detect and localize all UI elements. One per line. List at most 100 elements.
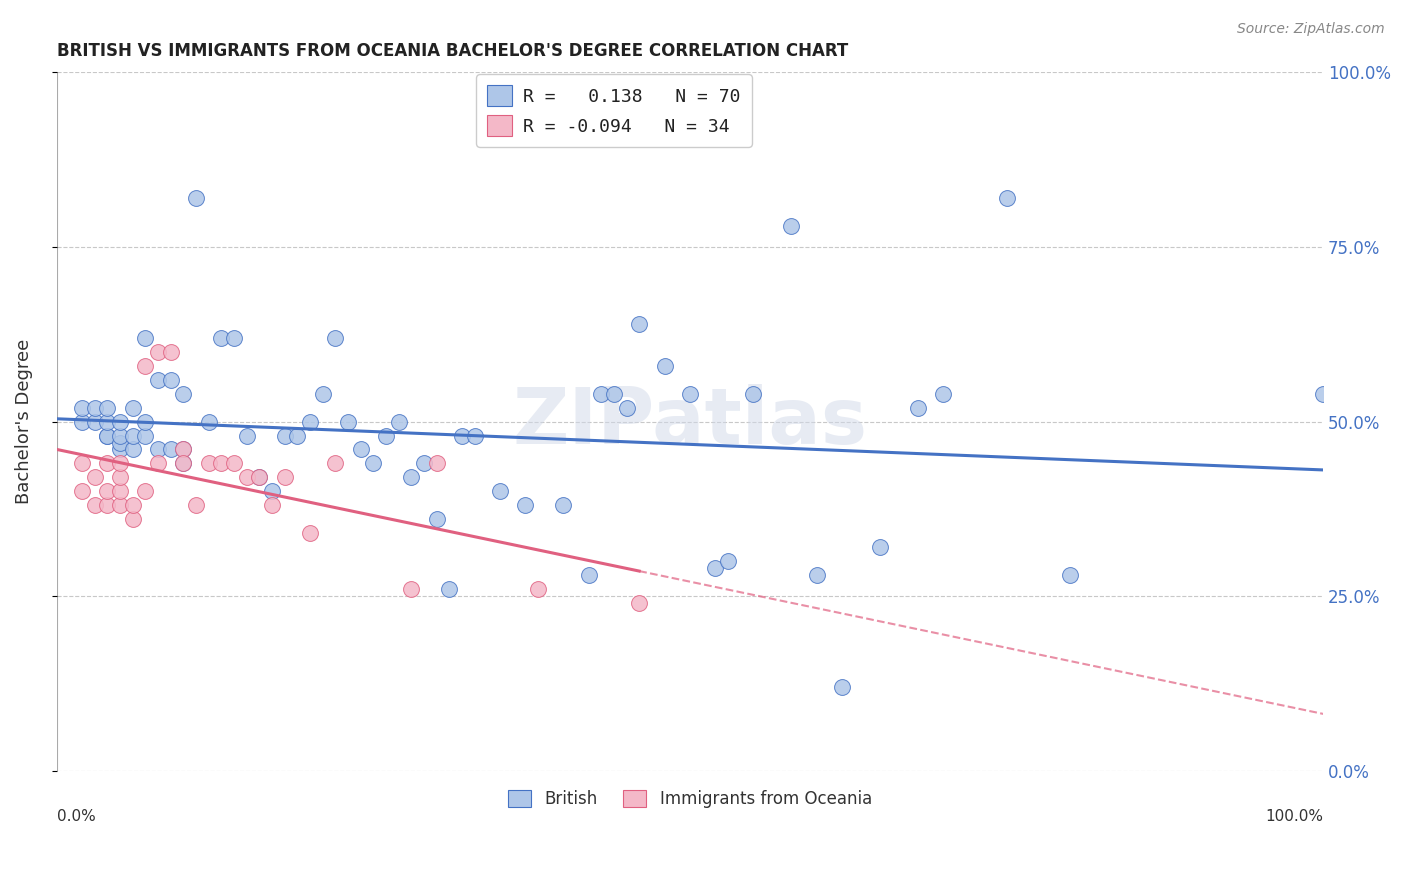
Point: [83, 401, 105, 415]
Text: 100.0%: 100.0%: [1265, 809, 1323, 824]
Point: [1312, 386, 1334, 401]
Point: [451, 428, 474, 442]
Point: [197, 415, 219, 429]
Point: [1059, 568, 1081, 582]
Point: [704, 561, 727, 575]
Point: [780, 219, 803, 233]
Point: [209, 331, 232, 345]
Point: [222, 457, 245, 471]
Point: [184, 191, 207, 205]
Point: [108, 435, 131, 450]
Point: [654, 359, 676, 373]
Point: [527, 582, 550, 596]
Point: [70, 484, 93, 499]
Point: [285, 428, 308, 442]
Point: [146, 344, 169, 359]
Point: [159, 344, 181, 359]
Point: [932, 386, 955, 401]
Point: [121, 499, 143, 513]
Point: [121, 428, 143, 442]
Point: [260, 499, 283, 513]
Point: [134, 415, 156, 429]
Point: [96, 428, 118, 442]
Point: [172, 386, 194, 401]
Point: [603, 386, 626, 401]
Point: [108, 499, 131, 513]
Text: BRITISH VS IMMIGRANTS FROM OCEANIA BACHELOR'S DEGREE CORRELATION CHART: BRITISH VS IMMIGRANTS FROM OCEANIA BACHE…: [56, 42, 848, 60]
Point: [96, 415, 118, 429]
Point: [717, 554, 740, 568]
Point: [464, 428, 486, 442]
Point: [806, 568, 828, 582]
Point: [121, 401, 143, 415]
Point: [298, 526, 321, 541]
Point: [489, 484, 512, 499]
Point: [172, 442, 194, 457]
Point: [134, 359, 156, 373]
Point: [108, 428, 131, 442]
Point: [387, 415, 409, 429]
Text: 0.0%: 0.0%: [56, 809, 96, 824]
Point: [83, 415, 105, 429]
Point: [399, 582, 422, 596]
Point: [96, 484, 118, 499]
Point: [742, 386, 765, 401]
Point: [628, 317, 651, 331]
Point: [260, 484, 283, 499]
Point: [108, 442, 131, 457]
Legend: British, Immigrants from Oceania: British, Immigrants from Oceania: [502, 783, 879, 814]
Point: [146, 457, 169, 471]
Point: [616, 401, 638, 415]
Point: [235, 470, 257, 484]
Point: [399, 470, 422, 484]
Point: [515, 499, 537, 513]
Point: [553, 499, 575, 513]
Point: [374, 428, 396, 442]
Point: [412, 457, 434, 471]
Point: [159, 442, 181, 457]
Point: [439, 582, 461, 596]
Point: [907, 401, 929, 415]
Point: [83, 470, 105, 484]
Point: [628, 596, 651, 610]
Point: [134, 484, 156, 499]
Point: [96, 457, 118, 471]
Point: [70, 415, 93, 429]
Point: [70, 401, 93, 415]
Point: [222, 331, 245, 345]
Point: [209, 457, 232, 471]
Point: [323, 331, 346, 345]
Point: [172, 457, 194, 471]
Point: [349, 442, 371, 457]
Point: [146, 373, 169, 387]
Point: [108, 457, 131, 471]
Point: [578, 568, 600, 582]
Point: [172, 457, 194, 471]
Point: [336, 415, 359, 429]
Point: [96, 428, 118, 442]
Point: [591, 386, 613, 401]
Point: [247, 470, 270, 484]
Text: ZIPatlas: ZIPatlas: [512, 384, 868, 459]
Point: [273, 470, 295, 484]
Point: [108, 415, 131, 429]
Point: [247, 470, 270, 484]
Point: [426, 512, 449, 526]
Point: [679, 386, 702, 401]
Point: [311, 386, 333, 401]
Point: [134, 331, 156, 345]
Point: [108, 470, 131, 484]
Point: [96, 401, 118, 415]
Point: [121, 512, 143, 526]
Point: [184, 499, 207, 513]
Point: [134, 428, 156, 442]
Point: [146, 442, 169, 457]
Point: [108, 484, 131, 499]
Point: [869, 541, 891, 555]
Point: [70, 457, 93, 471]
Point: [361, 457, 384, 471]
Point: [273, 428, 295, 442]
Point: [96, 499, 118, 513]
Point: [298, 415, 321, 429]
Point: [831, 680, 853, 694]
